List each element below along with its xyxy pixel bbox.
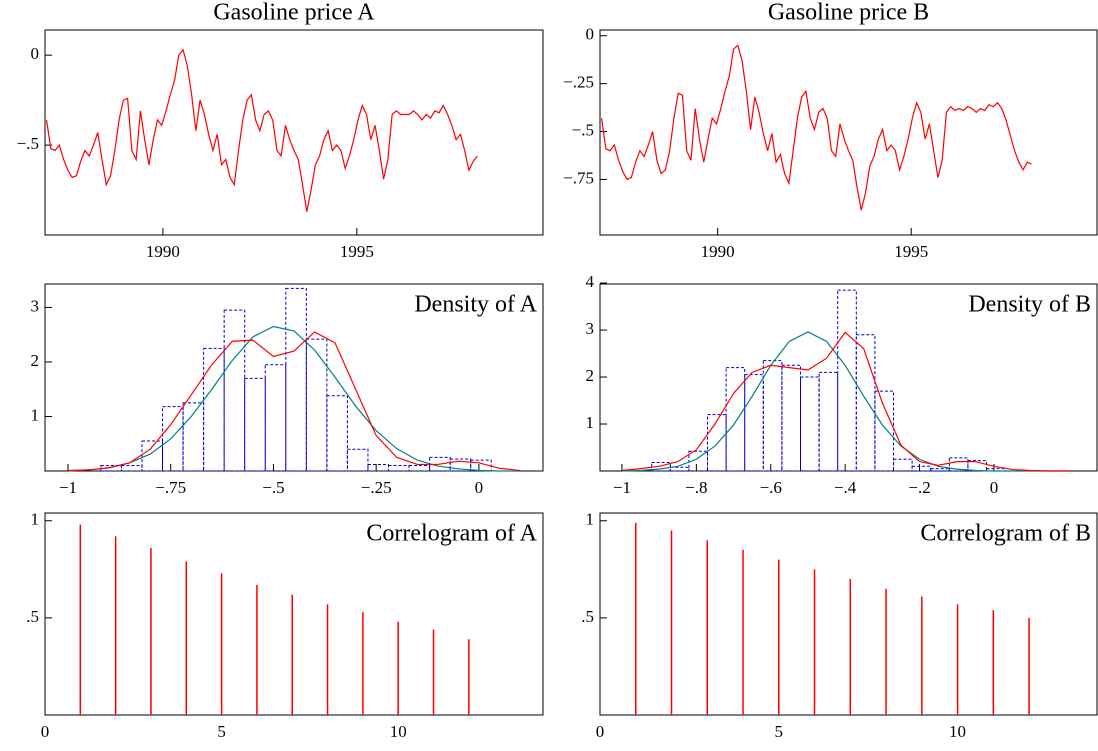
plot-frame	[44, 29, 544, 236]
histogram-bar	[120, 465, 143, 472]
plot-frame	[599, 29, 1098, 236]
histogram-bar	[367, 463, 390, 472]
x-tick-label: −.5	[262, 478, 284, 497]
histogram-bar	[911, 465, 932, 472]
histogram-bar	[669, 466, 690, 472]
histogram-bar	[223, 309, 246, 472]
y-tick-label: 1	[586, 413, 595, 432]
y-tick-label: 3	[586, 319, 595, 338]
y-tick-label: −.5	[17, 134, 39, 153]
x-tick-label: −.25	[361, 478, 392, 497]
density-curve	[67, 325, 520, 472]
x-tick-label: 10	[949, 722, 966, 741]
histogram-bar	[688, 450, 709, 472]
x-tick-label: 0	[41, 722, 50, 741]
histogram-bar	[967, 460, 988, 472]
x-tick-label: 0	[475, 478, 484, 497]
y-tick-label: 1	[31, 405, 40, 424]
x-tick-label: 5	[217, 722, 226, 741]
x-tick-label: −.4	[834, 478, 857, 497]
panel: 0 −.5 1990 1995 Gasoline price A	[17, 0, 544, 261]
x-tick-label: −.2	[908, 478, 930, 497]
histogram-bar	[326, 395, 348, 472]
panel-title: Correlogram of B	[920, 521, 1091, 547]
histogram-bar	[893, 458, 913, 472]
histogram-bar	[762, 360, 783, 472]
plot-frame	[44, 512, 544, 716]
density-curve	[67, 331, 521, 472]
histogram-bar	[818, 371, 839, 472]
panel: 1 .5 0 5 10 Correlogram of B	[581, 510, 1098, 741]
y-tick-label: 1	[586, 510, 595, 529]
x-tick-label: 5	[775, 722, 784, 741]
panel: 1 2 3 −1 −.75 −.5 −.25 0 Density of A	[31, 283, 544, 497]
histogram-bar	[264, 364, 287, 472]
panel: 1 .5 0 5 10 Correlogram of A	[26, 510, 544, 741]
y-tick-label: 0	[586, 25, 595, 44]
y-tick-label: 2	[586, 366, 595, 385]
x-tick-label: 1995	[894, 242, 928, 261]
x-tick-label: 1995	[340, 242, 374, 261]
histogram-bar	[837, 289, 857, 472]
histogram-bar	[408, 465, 431, 472]
histogram-bar	[285, 287, 307, 472]
panel: 1 2 3 4 −1 −.8 −.6 −.4 −.2 0 Density of B	[586, 272, 1098, 497]
histogram-bar	[182, 402, 205, 472]
price-line	[600, 44, 1032, 211]
panel-title: Density of B	[968, 292, 1091, 318]
histogram-bar	[346, 448, 369, 472]
y-tick-label: 3	[31, 296, 40, 315]
histogram-bar	[781, 364, 802, 472]
histogram-bar	[162, 406, 184, 472]
y-tick-label: 4	[586, 272, 595, 291]
histogram-bar	[874, 390, 895, 472]
histogram-bar	[707, 414, 727, 472]
histogram-bar	[948, 457, 969, 472]
histogram-bar	[244, 377, 266, 472]
x-tick-label: 0	[596, 722, 605, 741]
plot-frame	[599, 512, 1098, 716]
histogram-bar	[744, 374, 764, 472]
panel-title: Correlogram of A	[366, 521, 537, 547]
y-tick-label: .5	[26, 607, 39, 626]
density-curve	[621, 331, 1069, 472]
histogram-bar	[388, 465, 410, 472]
x-tick-label: 0	[990, 478, 999, 497]
x-tick-label: −1	[59, 478, 77, 497]
y-tick-label: .5	[581, 607, 594, 626]
y-tick-label: −.5	[572, 120, 594, 139]
x-tick-label: 1990	[146, 242, 180, 261]
panel-title: Gasoline price B	[768, 0, 929, 26]
x-tick-label: −.75	[155, 478, 186, 497]
y-tick-label: 2	[31, 351, 40, 370]
y-tick-label: −.25	[563, 73, 594, 92]
x-tick-label: 1990	[701, 242, 735, 261]
x-tick-label: −1	[613, 478, 631, 497]
density-curve	[621, 331, 1069, 472]
histogram-bar	[305, 338, 328, 472]
histogram-bar	[930, 468, 950, 472]
price-line	[45, 48, 478, 212]
panel-title: Density of A	[414, 292, 537, 318]
x-tick-label: −.6	[760, 478, 782, 497]
panel: 0 −.25 −.5 −.75 1990 1995 Gasoline price B	[563, 0, 1098, 261]
histogram-bar	[100, 465, 122, 472]
histogram-bar	[203, 347, 225, 472]
y-tick-label: 1	[31, 510, 40, 529]
histogram-bar	[800, 376, 820, 472]
x-tick-label: 10	[390, 722, 407, 741]
panel-title: Gasoline price A	[213, 0, 375, 26]
y-tick-label: −.75	[563, 168, 594, 187]
y-tick-label: 0	[31, 44, 40, 63]
x-tick-label: −.8	[685, 478, 707, 497]
